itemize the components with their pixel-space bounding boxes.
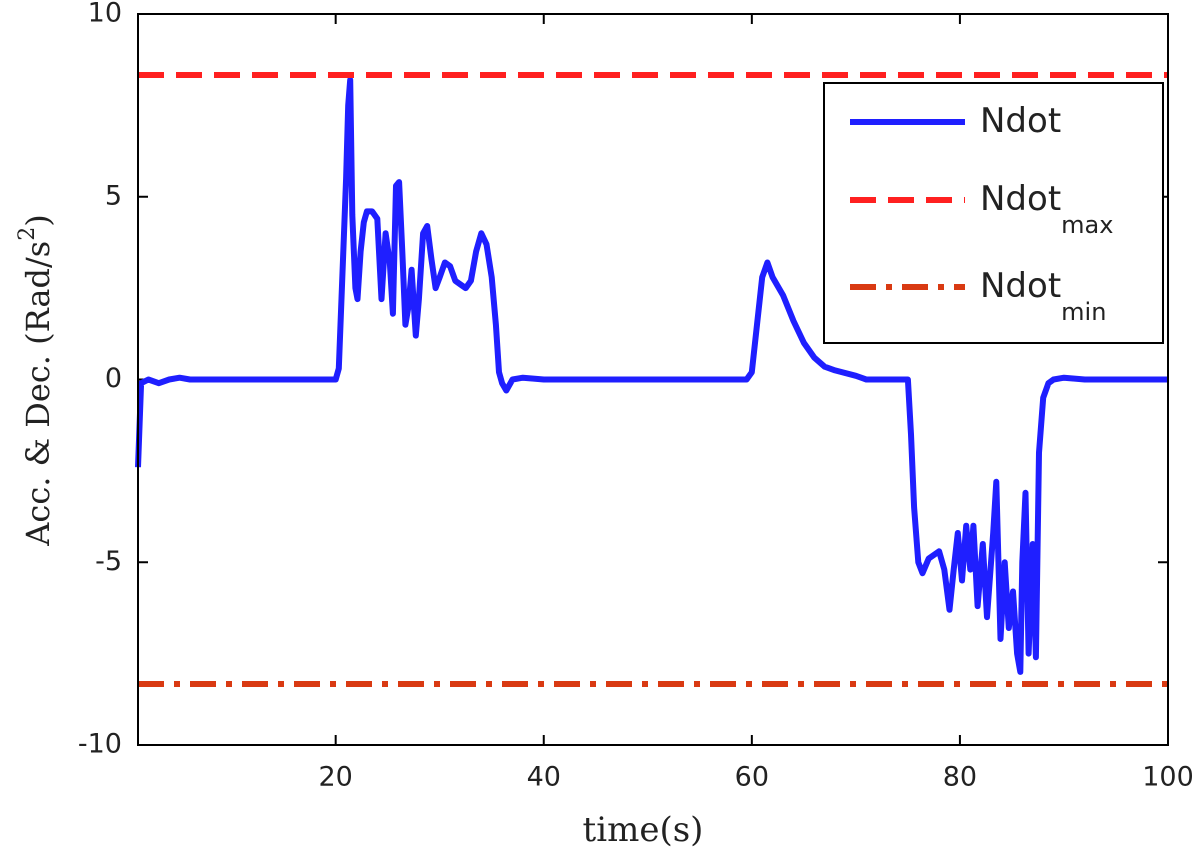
- legend-subscript: max: [1061, 211, 1113, 239]
- plot-frame: [137, 13, 1169, 746]
- y-axis-label: Acc. & Dec. (Rad/s2): [15, 214, 57, 546]
- y-axis-label-sup: 2: [15, 227, 40, 241]
- x-tick-label: 20: [318, 762, 352, 793]
- legend-box: [823, 82, 1164, 344]
- x-tick-label: 60: [735, 762, 769, 793]
- x-tick-label: 100: [1142, 762, 1194, 793]
- y-tick-label: -10: [78, 729, 122, 760]
- legend-label: Ndotmax: [980, 179, 1113, 240]
- x-axis-label: time(s): [583, 810, 704, 850]
- legend-label: Ndot: [980, 101, 1061, 141]
- legend-label: Ndotmin: [980, 266, 1106, 327]
- legend-subscript: min: [1061, 298, 1106, 326]
- y-axis-label-end: ): [19, 214, 57, 226]
- legend-name: Ndot: [980, 101, 1061, 141]
- legend-name: Ndot: [980, 266, 1061, 306]
- x-tick-label: 40: [527, 762, 561, 793]
- y-tick-label: 5: [105, 180, 122, 211]
- y-tick-label: -5: [95, 546, 122, 577]
- y-tick-label: 0: [105, 363, 122, 394]
- data-line: [135, 76, 1168, 675]
- x-tick-label: 80: [943, 762, 977, 793]
- y-tick-label: 10: [88, 0, 122, 29]
- legend-name: Ndot: [980, 179, 1061, 219]
- y-axis-label-text: Acc. & Dec. (Rad/s: [19, 241, 57, 547]
